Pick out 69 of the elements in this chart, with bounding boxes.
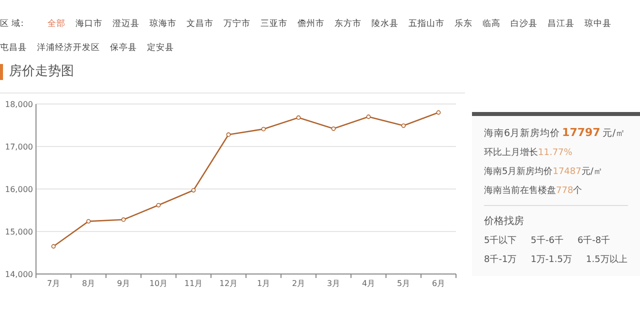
x-tick-label: 8月: [82, 279, 96, 288]
x-tick-label: 3月: [326, 279, 340, 288]
text: 全部: [48, 19, 66, 29]
point: [331, 126, 336, 131]
text: 区 域:: [0, 19, 24, 29]
text: 17797: [562, 126, 600, 139]
text: 定安县: [147, 43, 174, 53]
text: 临高: [482, 19, 501, 29]
x-tick-label: 5月: [396, 279, 410, 288]
text: 昌江县: [548, 19, 575, 29]
text: 价格找房: [484, 216, 524, 227]
text: 8千-1万: [484, 255, 517, 265]
point: [366, 114, 371, 119]
y-tick-label: 14,000: [5, 270, 33, 279]
text: 屯昌县: [0, 43, 27, 53]
text: 琼中县: [584, 19, 612, 29]
y-tick-label: 15,000: [5, 228, 33, 236]
point: [121, 217, 126, 222]
point: [86, 219, 91, 224]
text: 元/㎡: [602, 128, 626, 139]
y-tick-label: 16,000: [5, 185, 33, 194]
text: 儋州市: [298, 19, 325, 29]
text: 海南当前在售楼盘: [484, 186, 556, 196]
y-tick-label: 18,000: [5, 100, 33, 109]
text: 三亚市: [260, 19, 288, 29]
text: 5千以下: [484, 236, 517, 246]
text: 个: [573, 186, 582, 196]
x-tick-label: 6月: [432, 279, 446, 288]
text: 保亭县: [110, 43, 137, 53]
text: 17487: [552, 167, 582, 177]
text: 6千-8千: [577, 236, 610, 246]
x-tick-label: 7月: [46, 279, 60, 288]
point: [191, 188, 196, 192]
text: 万宁市: [224, 19, 251, 29]
point: [226, 132, 231, 137]
point: [296, 115, 301, 120]
text: 五指山市: [408, 19, 445, 29]
point: [401, 123, 406, 128]
text: 白沙县: [510, 19, 538, 29]
x-tick-label: 2月: [292, 279, 306, 288]
text: 海口市: [76, 19, 103, 29]
text: 1.5万以上: [586, 255, 628, 265]
text: 1万-1.5万: [530, 255, 572, 265]
text: 11.77%: [538, 148, 572, 158]
text: 东方市: [334, 19, 362, 29]
x-tick-label: 1月: [256, 279, 270, 288]
text: 海南5月新房均价: [484, 167, 553, 177]
text: 乐东: [454, 19, 473, 29]
text: 澄迈县: [112, 19, 140, 29]
x-tick-label: 9月: [116, 279, 130, 288]
text: 文昌市: [186, 19, 214, 29]
x-tick-label: 11月: [184, 279, 203, 288]
text: 海南6月新房均价: [484, 128, 560, 139]
text: 琼海市: [150, 19, 177, 29]
x-tick-label: 10月: [149, 279, 168, 288]
text: 778: [556, 186, 574, 196]
chart-title: 房价走势图: [0, 64, 74, 80]
text: 环比上月增长: [484, 148, 538, 158]
x-tick-label: 4月: [362, 279, 376, 288]
text: 5千-6千: [530, 236, 564, 246]
x-tick-label: 12月: [219, 279, 238, 288]
text: 洋浦经济开发区: [37, 43, 100, 53]
point: [156, 202, 161, 208]
text: 陵水县: [372, 19, 399, 29]
point: [436, 110, 441, 115]
point: [261, 126, 266, 132]
y-tick-label: 17,000: [5, 142, 33, 152]
point: [51, 244, 56, 249]
text: 元/㎡: [581, 167, 602, 177]
